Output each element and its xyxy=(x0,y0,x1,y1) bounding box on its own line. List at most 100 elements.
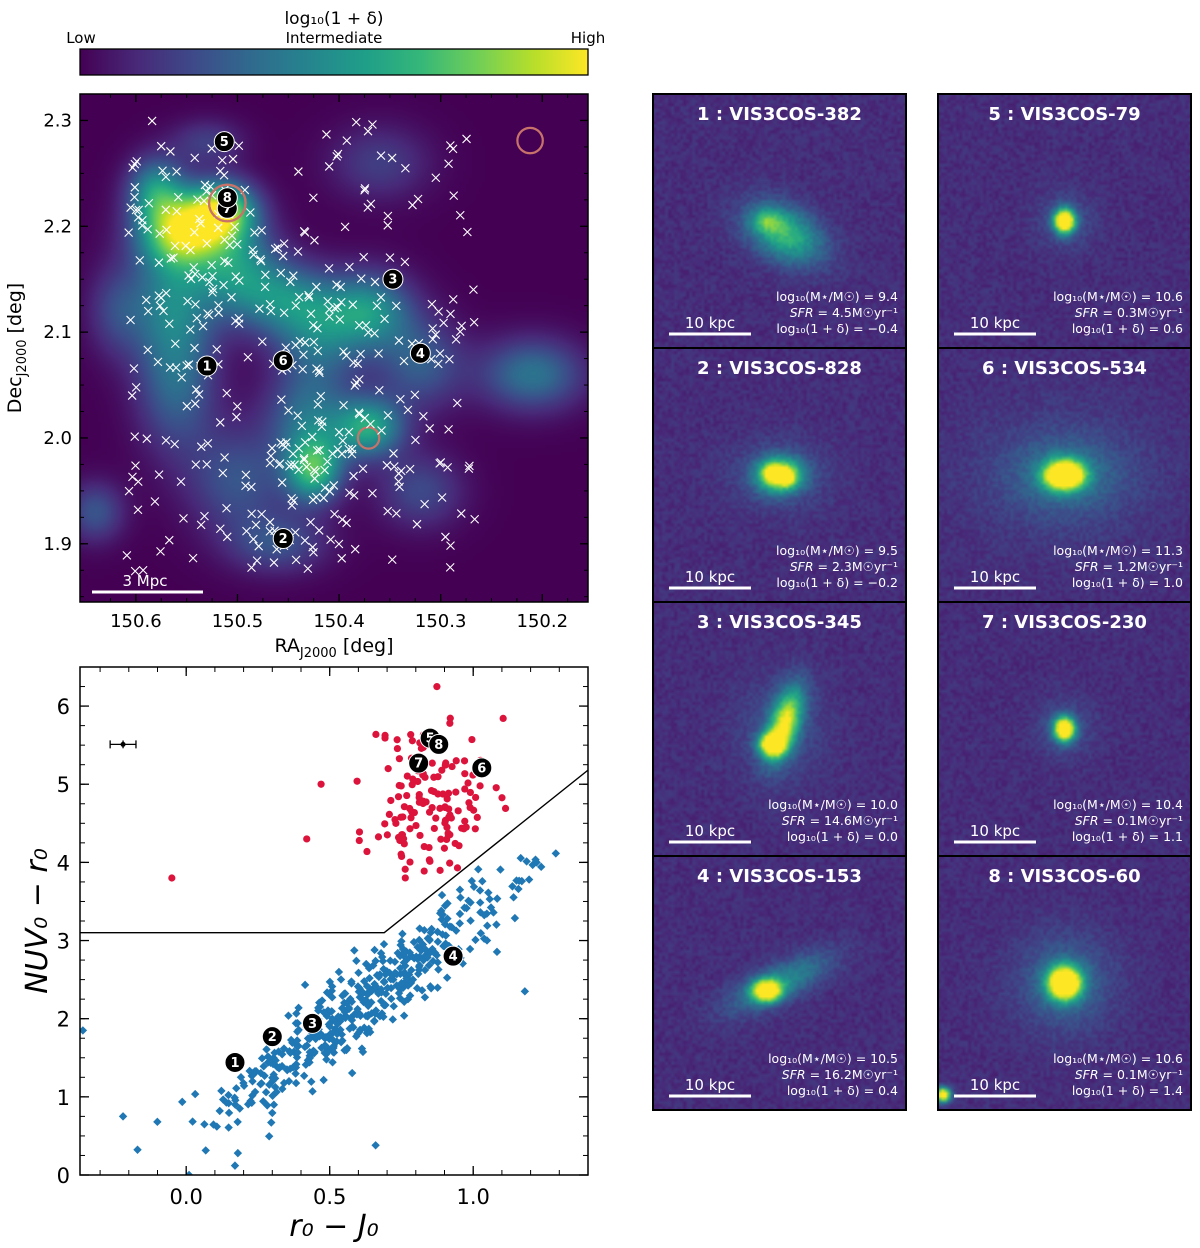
source-x-marker xyxy=(286,460,296,469)
source-x-marker xyxy=(349,471,358,481)
source-x-marker xyxy=(257,225,267,235)
y-tick-label: 2.3 xyxy=(43,110,72,131)
blue-point xyxy=(371,982,380,991)
source-x-marker xyxy=(176,477,186,487)
blue-point xyxy=(259,1097,268,1106)
blue-point xyxy=(467,876,476,886)
blue-point xyxy=(365,1027,375,1037)
red-point xyxy=(436,804,444,812)
marker-label: 4 xyxy=(449,950,458,965)
blue-point xyxy=(305,1047,315,1057)
blue-point xyxy=(358,1047,368,1057)
source-x-marker xyxy=(284,406,293,415)
cutout-frame xyxy=(937,855,1192,1111)
cutout-delta-text: log₁₀(1 + δ) = 0.6 xyxy=(1072,321,1183,336)
source-x-marker xyxy=(366,199,376,209)
blue-point xyxy=(433,983,442,992)
blue-point xyxy=(345,1024,354,1033)
source-x-marker xyxy=(161,205,171,215)
source-x-marker xyxy=(334,539,344,549)
blue-point xyxy=(235,1104,244,1113)
source-x-marker xyxy=(276,395,286,405)
red-point xyxy=(454,807,462,815)
blue-point xyxy=(465,944,475,954)
source-x-marker xyxy=(449,191,459,201)
source-x-marker xyxy=(190,399,200,409)
source-x-marker xyxy=(311,282,321,292)
blue-point xyxy=(426,984,436,993)
source-x-marker xyxy=(337,553,347,563)
source-x-marker xyxy=(374,385,384,395)
source-x-marker xyxy=(425,424,435,433)
source-x-marker xyxy=(252,556,262,566)
source-x-marker xyxy=(399,356,409,366)
source-x-marker xyxy=(222,503,231,513)
source-x-marker xyxy=(130,192,139,202)
source-x-marker xyxy=(225,240,235,250)
source-x-marker xyxy=(297,421,307,431)
red-point xyxy=(406,858,414,866)
source-x-marker xyxy=(293,411,303,420)
blue-point xyxy=(347,979,356,988)
y-tick-label: 0 xyxy=(57,1164,70,1188)
source-x-marker xyxy=(383,506,393,516)
source-x-marker xyxy=(433,359,443,369)
blue-point xyxy=(299,1071,309,1080)
x-tick-label: 1.0 xyxy=(456,1185,489,1209)
source-x-marker xyxy=(256,256,266,266)
source-x-marker xyxy=(185,325,195,334)
source-x-marker xyxy=(349,490,359,500)
cutout-mass-text: log₁₀(M⋆/M☉) = 10.6 xyxy=(1053,1051,1183,1066)
source-x-marker xyxy=(307,432,317,442)
red-point xyxy=(448,762,456,771)
red-point xyxy=(434,773,442,781)
cutout-mass-text: log₁₀(M⋆/M☉) = 10.6 xyxy=(1053,289,1183,304)
source-x-marker xyxy=(231,272,241,281)
red-point xyxy=(425,856,433,864)
source-x-marker xyxy=(405,464,415,474)
source-x-marker xyxy=(182,401,192,411)
blue-point xyxy=(322,988,332,997)
source-x-marker xyxy=(135,256,145,265)
source-x-marker xyxy=(241,470,251,480)
blue-point xyxy=(433,937,443,946)
blue-point xyxy=(528,860,537,870)
source-x-marker xyxy=(348,300,358,310)
blue-point xyxy=(377,988,386,997)
red-point xyxy=(372,730,380,738)
source-x-marker xyxy=(302,462,311,472)
source-x-marker xyxy=(354,320,364,330)
source-x-marker xyxy=(249,250,259,260)
blue-point xyxy=(445,922,455,931)
source-x-marker xyxy=(333,149,343,159)
blue-point xyxy=(485,894,494,904)
source-x-marker xyxy=(439,318,449,328)
blue-point xyxy=(407,965,416,975)
source-x-marker xyxy=(179,514,188,523)
source-x-marker xyxy=(170,241,180,251)
x-tick-label: 150.3 xyxy=(415,611,467,632)
source-x-marker xyxy=(312,446,322,455)
blue-point xyxy=(524,875,534,884)
source-x-marker xyxy=(303,564,313,574)
source-x-marker xyxy=(203,439,213,448)
cutout-title: 8 : VIS3COS-60 xyxy=(988,866,1140,887)
marker-disc xyxy=(224,1051,246,1073)
source-x-marker xyxy=(170,439,180,449)
source-x-marker xyxy=(412,519,422,529)
source-x-marker xyxy=(202,459,212,469)
blue-point xyxy=(133,1145,142,1154)
red-point xyxy=(403,791,411,800)
source-x-marker xyxy=(382,460,392,470)
blue-point xyxy=(236,1073,246,1082)
source-x-marker xyxy=(342,518,351,528)
blue-point xyxy=(188,1117,197,1126)
blue-point xyxy=(230,1161,240,1170)
red-point xyxy=(446,859,454,867)
marker-label: 2 xyxy=(279,532,288,547)
source-x-marker xyxy=(172,167,181,176)
blue-point xyxy=(496,865,505,874)
y-tick-label: 5 xyxy=(57,773,70,797)
source-x-marker xyxy=(351,117,361,127)
